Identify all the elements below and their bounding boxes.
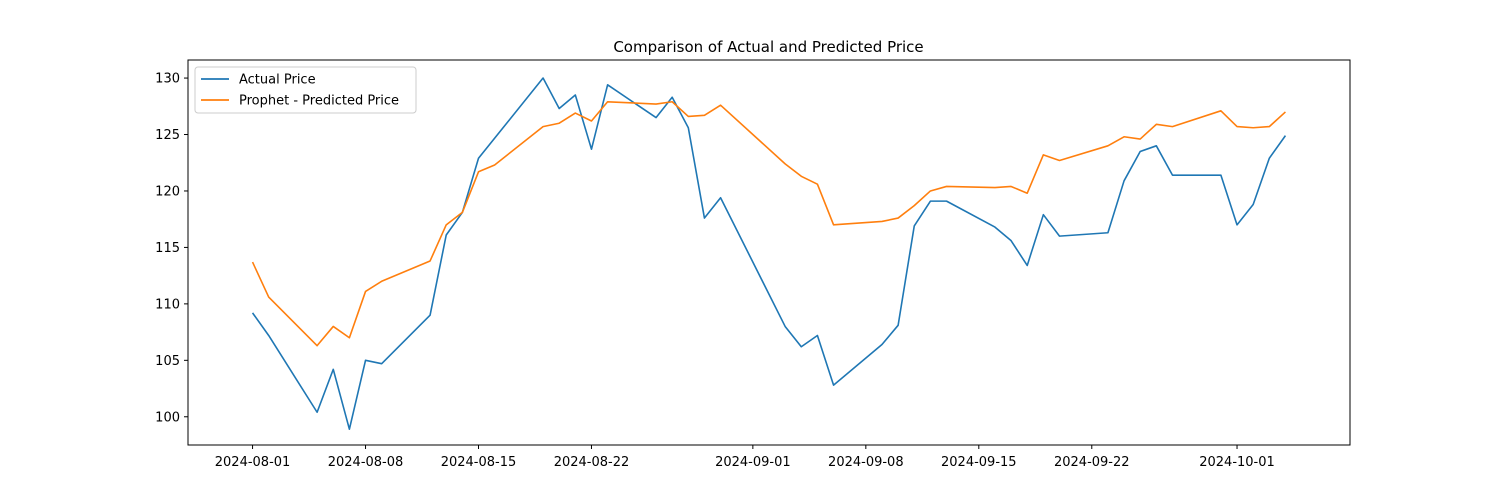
x-tick-label: 2024-08-01 — [215, 455, 291, 470]
y-tick-label: 100 — [155, 410, 180, 425]
series-1 — [251, 77, 1287, 430]
y-tick-label: 125 — [155, 128, 180, 143]
legend: Actual Price Prophet - Predicted Price — [194, 66, 417, 114]
series-line — [251, 100, 1286, 347]
y-tick-label: 120 — [155, 184, 180, 199]
y-axis: 100 105 110 115 120 125 130 — [155, 72, 188, 425]
legend-frame — [194, 66, 417, 114]
x-tick-label: 2024-09-01 — [715, 455, 791, 470]
x-tick-label: 2024-08-22 — [554, 455, 630, 470]
x-tick-label: 2024-09-22 — [1054, 455, 1130, 470]
series-line — [251, 77, 1287, 430]
chart-title: Comparison of Actual and Predicted Price — [613, 38, 923, 56]
series-layer — [251, 77, 1287, 430]
x-tick-label: 2024-10-01 — [1199, 455, 1275, 470]
legend-item: Actual Price — [201, 73, 316, 88]
x-tick-label: 2024-09-15 — [941, 455, 1017, 470]
y-tick-label: 115 — [155, 241, 180, 256]
x-axis: 2024-08-01 2024-08-08 2024-08-15 2024-08-22… — [215, 445, 1275, 470]
x-tick-label: 2024-08-08 — [328, 455, 404, 470]
y-tick-label: 110 — [155, 297, 180, 312]
legend-label: Actual Price — [239, 73, 316, 88]
y-tick-label: 130 — [155, 72, 180, 87]
x-tick-label: 2024-08-15 — [441, 455, 517, 470]
legend-item: Prophet - Predicted Price — [201, 94, 399, 109]
x-tick-label: 2024-09-08 — [828, 455, 904, 470]
y-tick-label: 105 — [155, 354, 180, 369]
legend-label: Prophet - Predicted Price — [239, 94, 399, 109]
plot-area-frame — [187, 59, 1351, 446]
series-2 — [251, 100, 1286, 347]
